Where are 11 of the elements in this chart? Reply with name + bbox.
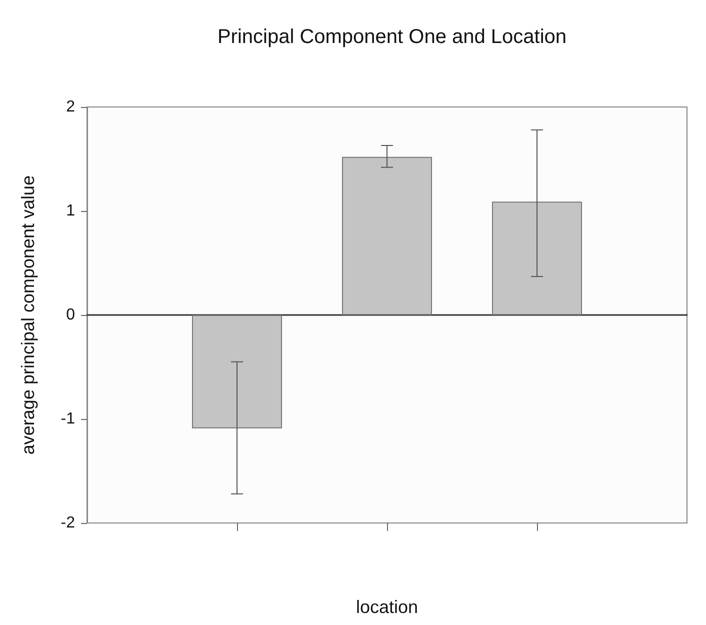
- bar: [492, 202, 582, 315]
- chart-title: Principal Component One and Location: [217, 26, 567, 48]
- y-tick-label: 2: [66, 98, 76, 116]
- y-tick-label: 1: [66, 202, 76, 220]
- y-tick-label: -2: [60, 514, 76, 532]
- y-tick-label: 0: [66, 306, 76, 324]
- bar: [192, 315, 282, 428]
- y-axis-title: average principal component value: [18, 175, 38, 455]
- x-axis-title: location: [356, 597, 418, 617]
- bar: [342, 156, 432, 315]
- y-tick-label: -1: [60, 410, 76, 428]
